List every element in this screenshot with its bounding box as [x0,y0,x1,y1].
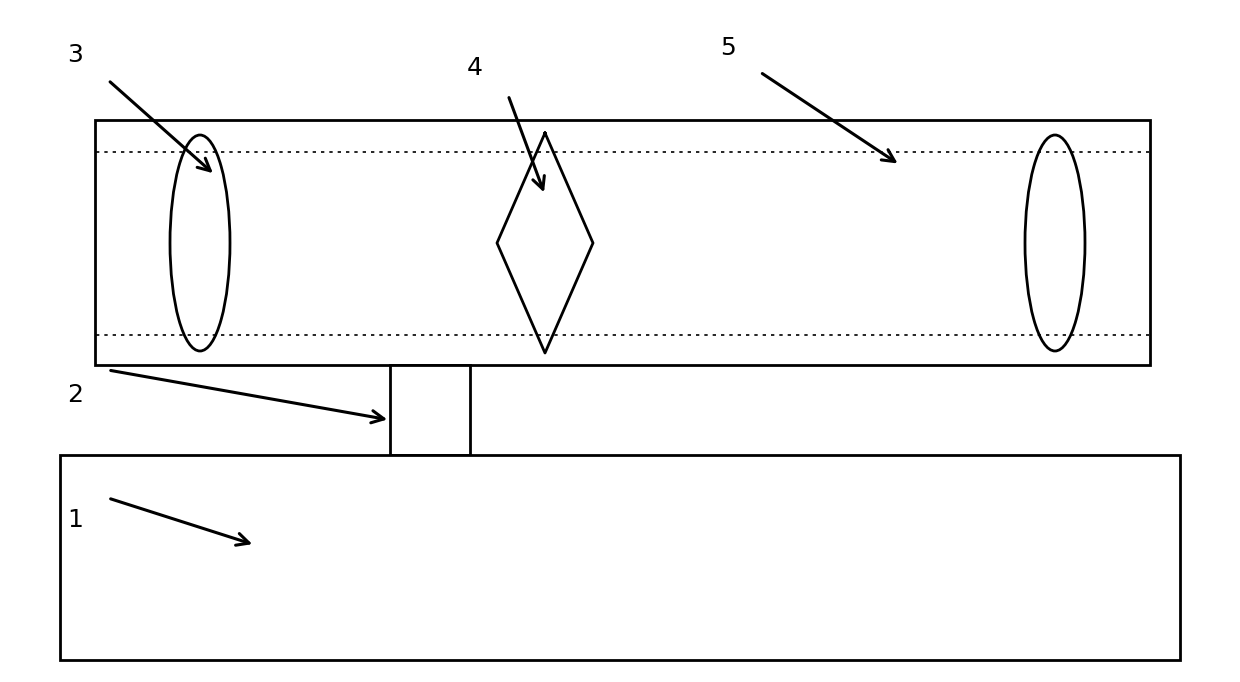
Bar [391,365,470,455]
Text: 4: 4 [467,56,484,80]
Bar [95,120,1149,365]
Ellipse shape [170,135,229,351]
Text: 3: 3 [67,43,83,67]
Text: 1: 1 [67,508,83,532]
Bar [60,455,1180,660]
Ellipse shape [1025,135,1085,351]
Text: 5: 5 [720,36,735,60]
Text: 2: 2 [67,383,83,407]
